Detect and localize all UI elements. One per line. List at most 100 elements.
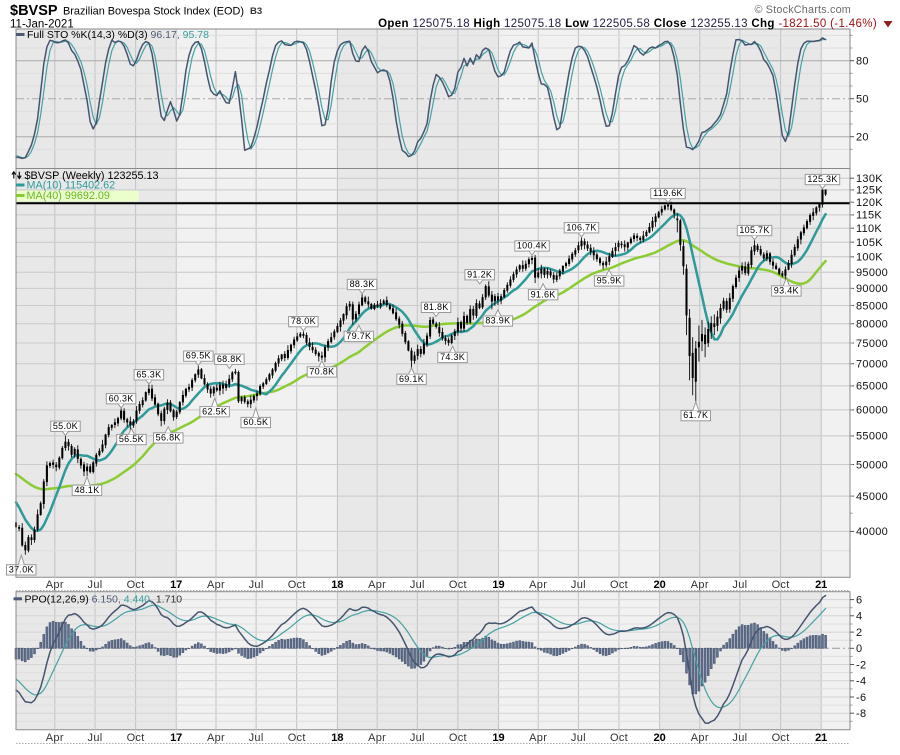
svg-text:50: 50 [856, 94, 869, 106]
svg-text:120K: 120K [856, 197, 883, 209]
svg-text:$BVSP (Weekly) 123255.13: $BVSP (Weekly) 123255.13 [25, 170, 159, 182]
svg-text:17: 17 [170, 579, 182, 591]
svg-text:-6: -6 [856, 692, 866, 704]
svg-text:Jul: Jul [732, 579, 747, 591]
svg-text:91.2K: 91.2K [467, 269, 492, 279]
svg-text:69.5K: 69.5K [186, 351, 211, 361]
svg-text:Oct: Oct [449, 579, 467, 591]
svg-text:Jul: Jul [410, 579, 425, 591]
svg-text:Oct: Oct [288, 579, 306, 591]
svg-text:Apr: Apr [207, 732, 225, 744]
svg-text:Brazilian Bovespa Stock Index: Brazilian Bovespa Stock Index (EOD) [63, 6, 244, 18]
svg-text:Open 125075.18 High 125075.18: Open 125075.18 High 125075.18 Low 122505… [378, 18, 877, 30]
svg-text:Oct: Oct [288, 732, 306, 744]
svg-text:119.6K: 119.6K [653, 188, 683, 198]
svg-text:Oct: Oct [610, 579, 628, 591]
svg-text:91.6K: 91.6K [531, 289, 556, 299]
svg-text:60000: 60000 [856, 405, 888, 417]
svg-text:79.7K: 79.7K [346, 331, 371, 341]
svg-text:78.0K: 78.0K [291, 316, 316, 326]
svg-text:20: 20 [653, 732, 665, 744]
svg-text:Jul: Jul [249, 579, 264, 591]
svg-text:80: 80 [856, 56, 869, 68]
svg-text:Apr: Apr [46, 732, 64, 744]
svg-text:Apr: Apr [691, 579, 709, 591]
svg-text:B3: B3 [250, 6, 262, 17]
svg-text:95000: 95000 [856, 267, 888, 279]
svg-text:Apr: Apr [46, 579, 64, 591]
svg-text:Oct: Oct [610, 732, 628, 744]
svg-text:90000: 90000 [856, 283, 888, 295]
svg-text:125.3K: 125.3K [807, 174, 837, 184]
svg-text:60.3K: 60.3K [109, 393, 134, 403]
svg-text:MA(40) 99692.09: MA(40) 99692.09 [27, 190, 110, 202]
svg-text:21: 21 [815, 732, 827, 744]
svg-text:Full STO %K(14,3) %D(3) 96.17,: Full STO %K(14,3) %D(3) 96.17, 95.78 [27, 29, 209, 41]
svg-text:21: 21 [815, 579, 827, 591]
svg-text:48.1K: 48.1K [74, 485, 99, 495]
svg-text:Apr: Apr [207, 579, 225, 591]
svg-text:105K: 105K [856, 237, 883, 249]
svg-text:56.8K: 56.8K [156, 433, 181, 443]
svg-text:61.7K: 61.7K [683, 410, 708, 420]
svg-text:20: 20 [856, 132, 869, 144]
svg-text:Jul: Jul [571, 732, 586, 744]
svg-text:0: 0 [856, 643, 862, 655]
svg-text:62.5K: 62.5K [202, 406, 227, 416]
svg-text:Oct: Oct [772, 732, 790, 744]
svg-text:Apr: Apr [691, 732, 709, 744]
svg-text:106.7K: 106.7K [566, 222, 596, 232]
svg-text:80000: 80000 [856, 319, 888, 331]
svg-text:68.8K: 68.8K [217, 354, 242, 364]
svg-text:60.5K: 60.5K [243, 417, 268, 427]
svg-text:55.0K: 55.0K [53, 421, 78, 431]
svg-text:110K: 110K [856, 223, 882, 235]
svg-text:Oct: Oct [772, 579, 790, 591]
svg-text:Oct: Oct [127, 579, 145, 591]
svg-text:37.0K: 37.0K [9, 564, 34, 574]
svg-text:81.8K: 81.8K [424, 302, 449, 312]
svg-text:45000: 45000 [856, 491, 888, 503]
svg-text:Jul: Jul [88, 732, 103, 744]
svg-text:74.3K: 74.3K [440, 352, 465, 362]
svg-text:-8: -8 [856, 708, 866, 720]
svg-text:70.8K: 70.8K [309, 367, 334, 377]
svg-text:69.1K: 69.1K [399, 374, 424, 384]
svg-text:Apr: Apr [368, 579, 386, 591]
svg-text:70000: 70000 [856, 359, 888, 371]
svg-text:PPO(12,26,9) 6.150, 4.440, 1.7: PPO(12,26,9) 6.150, 4.440, 1.710 [25, 594, 183, 606]
svg-text:100.4K: 100.4K [517, 241, 547, 251]
svg-text:93.4K: 93.4K [774, 286, 799, 296]
svg-text:Jul: Jul [732, 732, 747, 744]
svg-text:19: 19 [492, 732, 504, 744]
svg-text:Oct: Oct [449, 732, 467, 744]
svg-text:105.7K: 105.7K [739, 225, 769, 235]
svg-text:Oct: Oct [127, 732, 145, 744]
svg-text:Jul: Jul [571, 579, 586, 591]
svg-text:65.3K: 65.3K [136, 369, 161, 379]
svg-text:17: 17 [170, 732, 182, 744]
svg-text:56.5K: 56.5K [119, 434, 144, 444]
svg-text:85000: 85000 [856, 300, 888, 312]
svg-text:83.9K: 83.9K [485, 316, 510, 326]
svg-text:6: 6 [856, 594, 862, 606]
svg-text:75000: 75000 [856, 338, 888, 350]
svg-text:© StockCharts.com: © StockCharts.com [754, 4, 851, 16]
svg-text:Jul: Jul [249, 732, 264, 744]
svg-text:65000: 65000 [856, 381, 888, 393]
svg-text:100K: 100K [856, 252, 883, 264]
svg-text:2: 2 [856, 627, 862, 639]
svg-text:88.3K: 88.3K [350, 279, 375, 289]
svg-text:95.9K: 95.9K [597, 276, 622, 286]
svg-text:18: 18 [331, 732, 343, 744]
svg-text:Jul: Jul [88, 579, 103, 591]
svg-text:18: 18 [331, 579, 343, 591]
svg-text:Apr: Apr [368, 732, 386, 744]
svg-text:40000: 40000 [856, 526, 888, 538]
svg-text:125K: 125K [856, 185, 883, 197]
svg-text:Apr: Apr [529, 579, 547, 591]
svg-text:$BVSP: $BVSP [10, 3, 58, 19]
svg-text:Jul: Jul [410, 732, 425, 744]
svg-text:50000: 50000 [856, 459, 888, 471]
svg-text:-2: -2 [856, 659, 866, 671]
